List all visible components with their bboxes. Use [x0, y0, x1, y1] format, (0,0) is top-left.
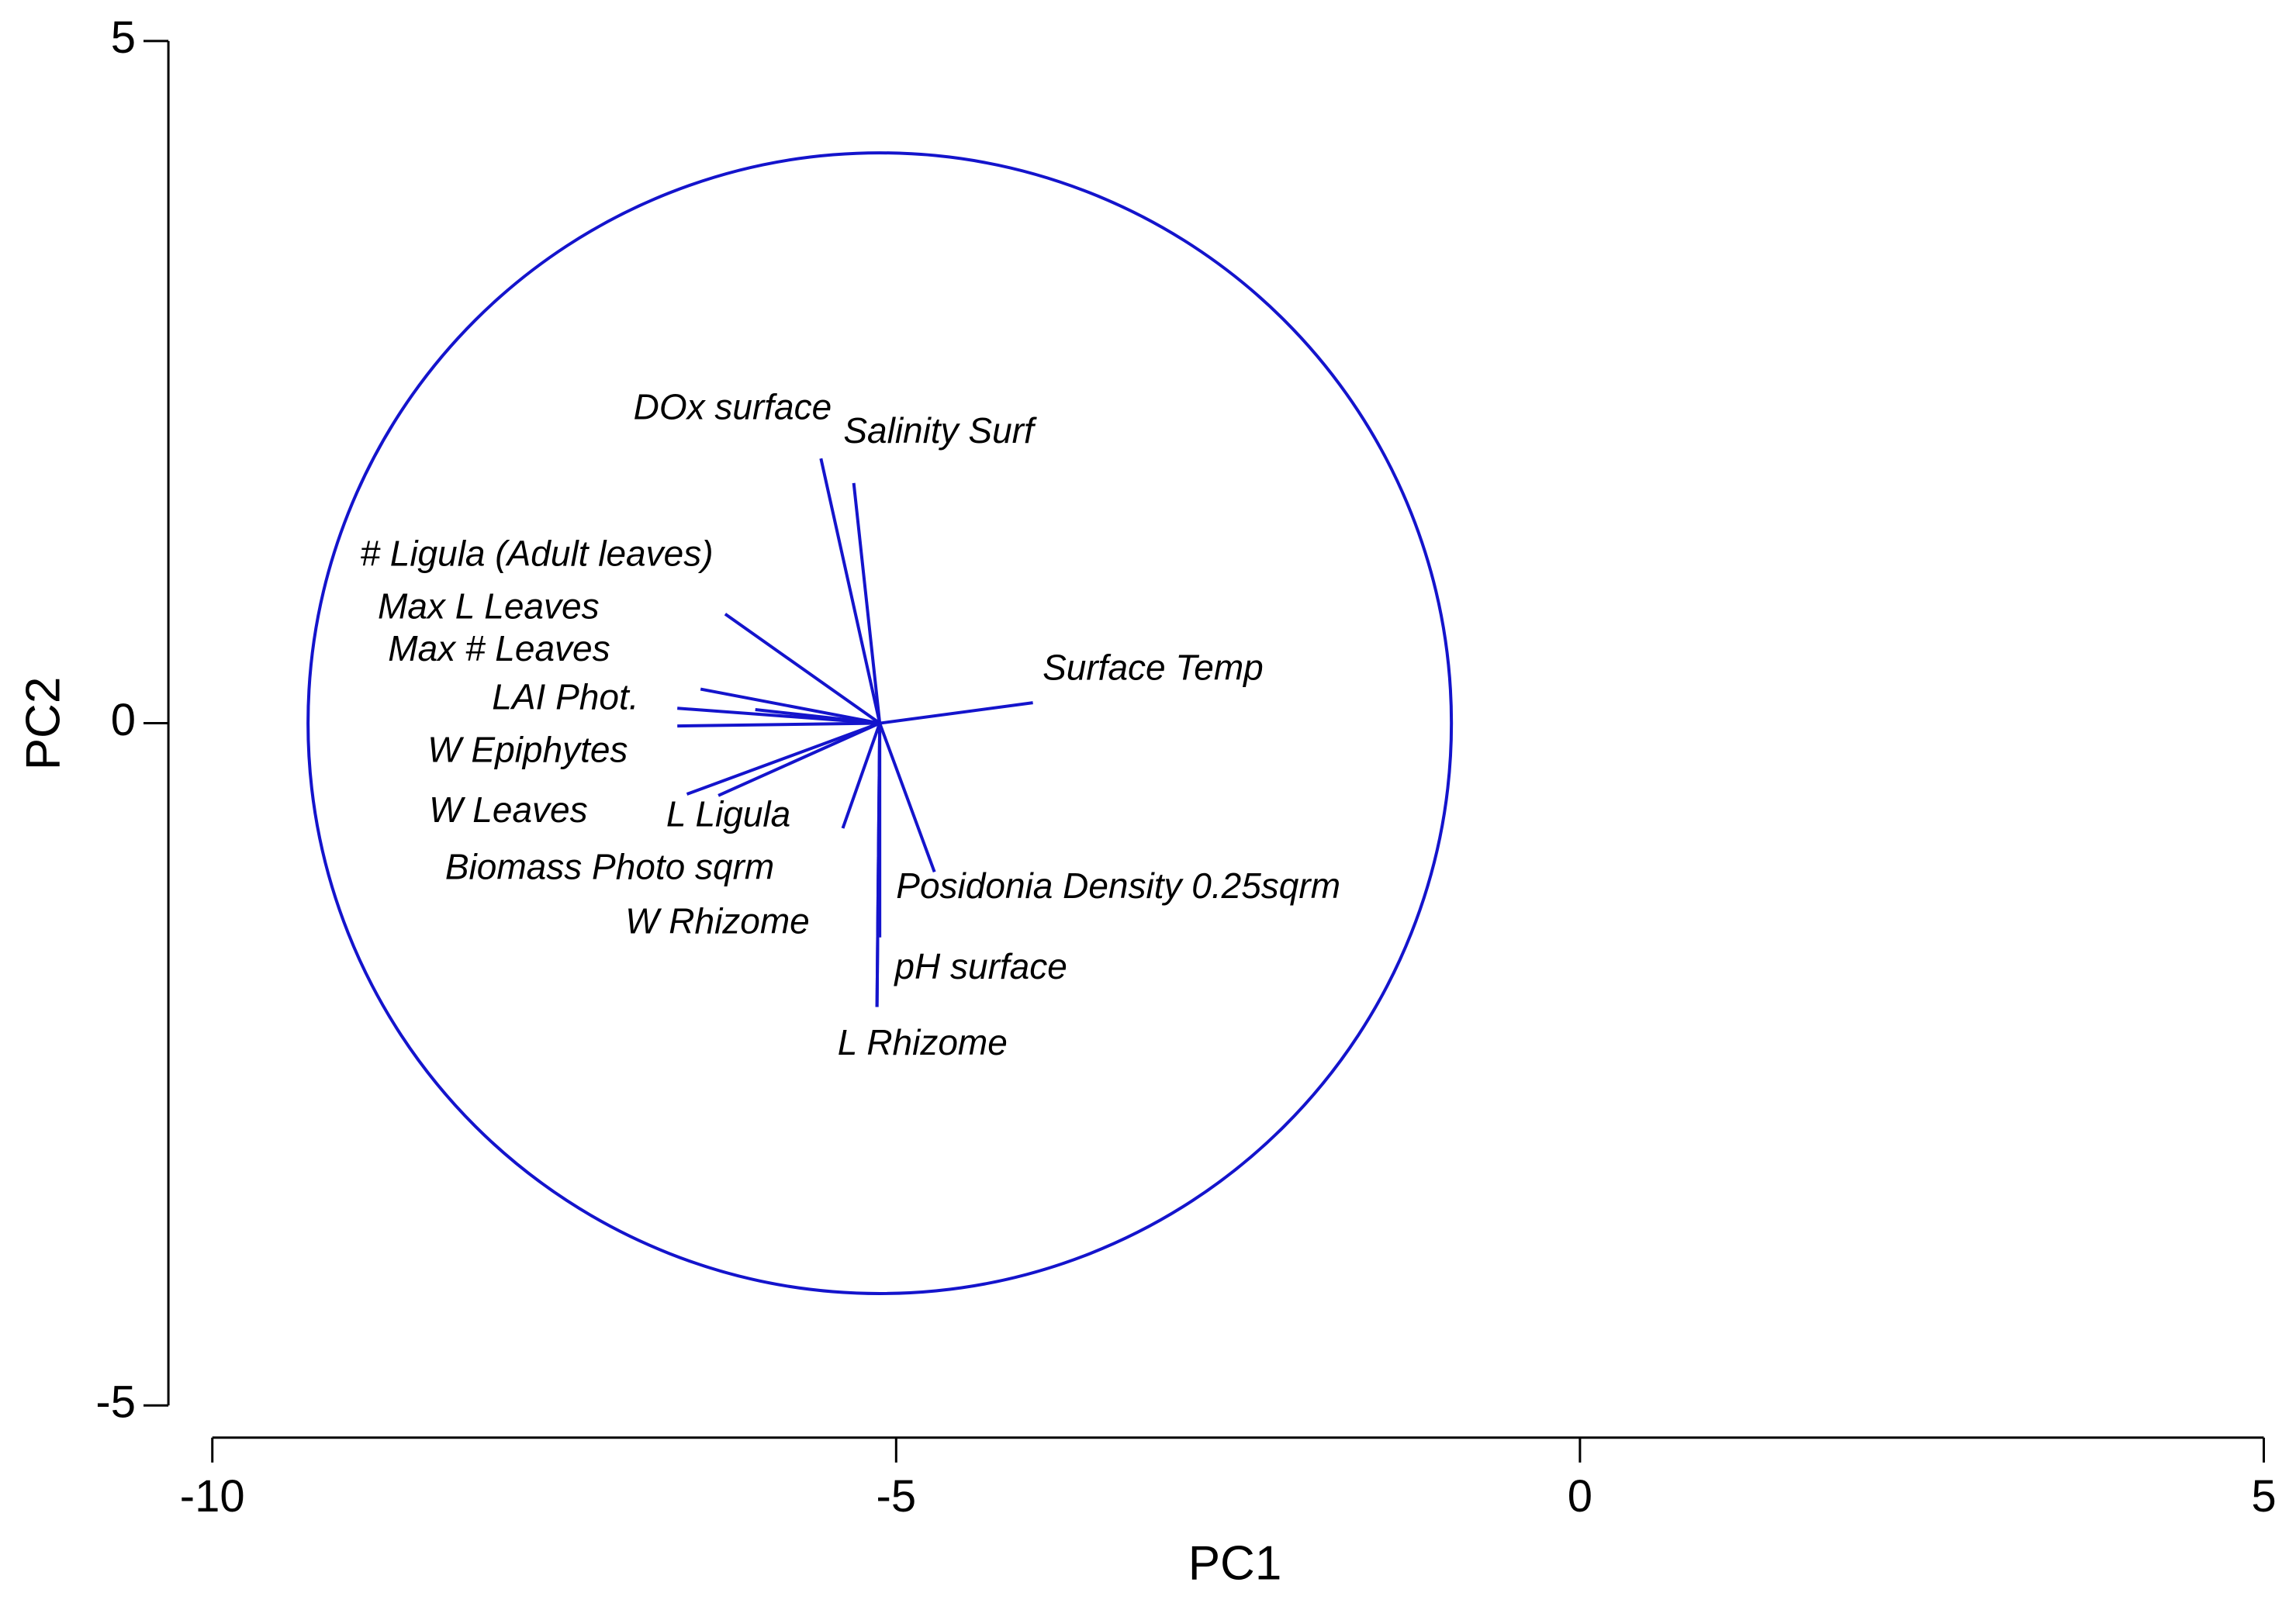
loading-vector	[686, 721, 880, 796]
vector-label: LAI Phot.	[492, 677, 638, 717]
vector-label: Salinity Surf	[843, 410, 1037, 451]
vector-label: L Rhizome	[838, 1022, 1008, 1062]
loading-vector	[878, 722, 936, 873]
vector-label: pH surface	[893, 946, 1067, 986]
vector-label: # Ligula (Adult leaves)	[360, 534, 713, 574]
loading-vector	[879, 701, 1033, 725]
loading-vector	[677, 721, 880, 728]
loading-vector	[819, 458, 882, 724]
vector-label: L Ligula	[666, 794, 790, 834]
y-tick-label: 5	[111, 12, 136, 63]
x-tick-label: 0	[1568, 1471, 1592, 1522]
y-axis-label: PC2	[16, 677, 70, 771]
x-tick-label: -10	[180, 1471, 245, 1522]
loading-vector	[718, 721, 880, 797]
x-axis-label: PC1	[1188, 1536, 1282, 1590]
loading-vector	[875, 723, 882, 1007]
loading-vector	[724, 613, 881, 725]
vector-label: Posidonia Density 0.25sqrm	[896, 865, 1340, 906]
loading-vector	[700, 687, 880, 725]
vector-label: W Leaves	[429, 789, 588, 830]
vector-label: Surface Temp	[1043, 648, 1264, 688]
loading-vector	[755, 707, 880, 725]
vector-label: Max # Leaves	[388, 628, 610, 668]
x-tick-label: 5	[2251, 1471, 2276, 1522]
vector-label: Max L Leaves	[378, 586, 600, 626]
x-tick-label: -5	[877, 1471, 917, 1522]
loading-vector	[852, 482, 882, 724]
y-tick-label: 0	[111, 695, 136, 745]
vector-label: W Rhizome	[625, 900, 810, 941]
vector-label: W Epiphytes	[427, 729, 628, 769]
correlation-circle	[306, 151, 1454, 1295]
loading-vector	[841, 722, 882, 829]
vector-label: DOx surface	[634, 387, 832, 427]
y-tick-label: -5	[95, 1377, 136, 1428]
vector-label: Biomass Photo sqrm	[445, 846, 774, 886]
